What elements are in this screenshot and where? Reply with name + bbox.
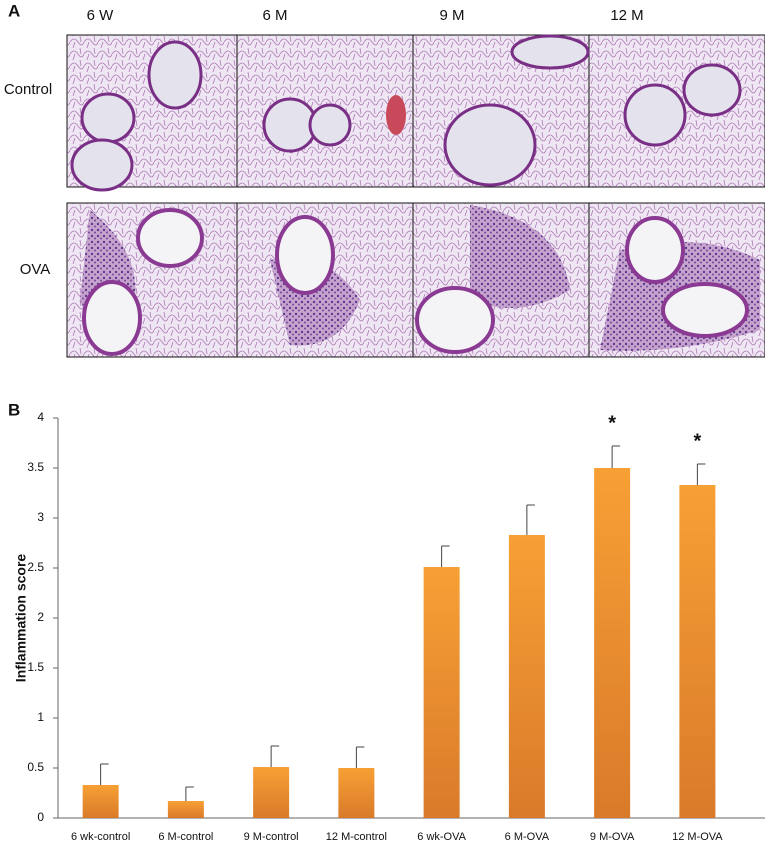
error-bar bbox=[270, 745, 280, 767]
bar bbox=[594, 468, 631, 818]
y-tick-label: 1.5 bbox=[27, 660, 44, 674]
bar bbox=[679, 485, 716, 818]
bar bbox=[338, 768, 375, 818]
panel-label: B bbox=[8, 400, 20, 419]
y-tick-label: 2.5 bbox=[27, 560, 44, 574]
ova-row bbox=[66, 202, 765, 358]
error-bar bbox=[441, 545, 450, 567]
error-bar bbox=[696, 463, 706, 485]
x-tick-label: 12 M-control bbox=[326, 831, 387, 843]
y-tick-label: 4 bbox=[37, 410, 44, 424]
bar bbox=[508, 535, 545, 818]
y-tick-label: 2 bbox=[37, 610, 44, 624]
row-label: OVA bbox=[20, 261, 51, 278]
x-tick-label: 12 M-OVA bbox=[672, 831, 723, 843]
y-tick-label: 3.5 bbox=[27, 460, 44, 474]
y-tick-label: 1 bbox=[37, 710, 44, 724]
bar bbox=[253, 767, 290, 818]
panel-label: A bbox=[8, 1, 20, 20]
y-axis-title: Inflammation score bbox=[13, 554, 29, 683]
y-tick-label: 0 bbox=[37, 810, 44, 824]
significance-mark: * bbox=[693, 430, 701, 452]
row-label: Control bbox=[4, 81, 52, 98]
error-bar bbox=[185, 786, 194, 801]
x-tick-label: 9 M-control bbox=[244, 831, 299, 843]
bar bbox=[167, 801, 204, 818]
error-bar bbox=[526, 504, 535, 535]
y-tick-label: 0.5 bbox=[27, 760, 44, 774]
column-header: 6 W bbox=[87, 7, 115, 24]
column-header: 6 M bbox=[262, 7, 287, 24]
bar bbox=[82, 785, 119, 818]
significance-mark: * bbox=[608, 412, 616, 434]
x-tick-label: 6 M-OVA bbox=[505, 831, 550, 843]
x-tick-label: 9 M-OVA bbox=[590, 831, 635, 843]
y-tick-label: 3 bbox=[37, 510, 44, 524]
control-row bbox=[66, 34, 765, 192]
x-tick-label: 6 wk-OVA bbox=[417, 831, 466, 843]
error-bar bbox=[355, 746, 365, 768]
bar bbox=[423, 567, 460, 818]
error-bar bbox=[100, 763, 109, 785]
column-header: 9 M bbox=[439, 7, 464, 24]
histology-panels bbox=[66, 34, 765, 358]
column-header: 12 M bbox=[610, 7, 643, 24]
x-tick-label: 6 wk-control bbox=[71, 831, 130, 843]
error-bar bbox=[611, 445, 621, 468]
x-tick-label: 6 M-control bbox=[158, 831, 213, 843]
